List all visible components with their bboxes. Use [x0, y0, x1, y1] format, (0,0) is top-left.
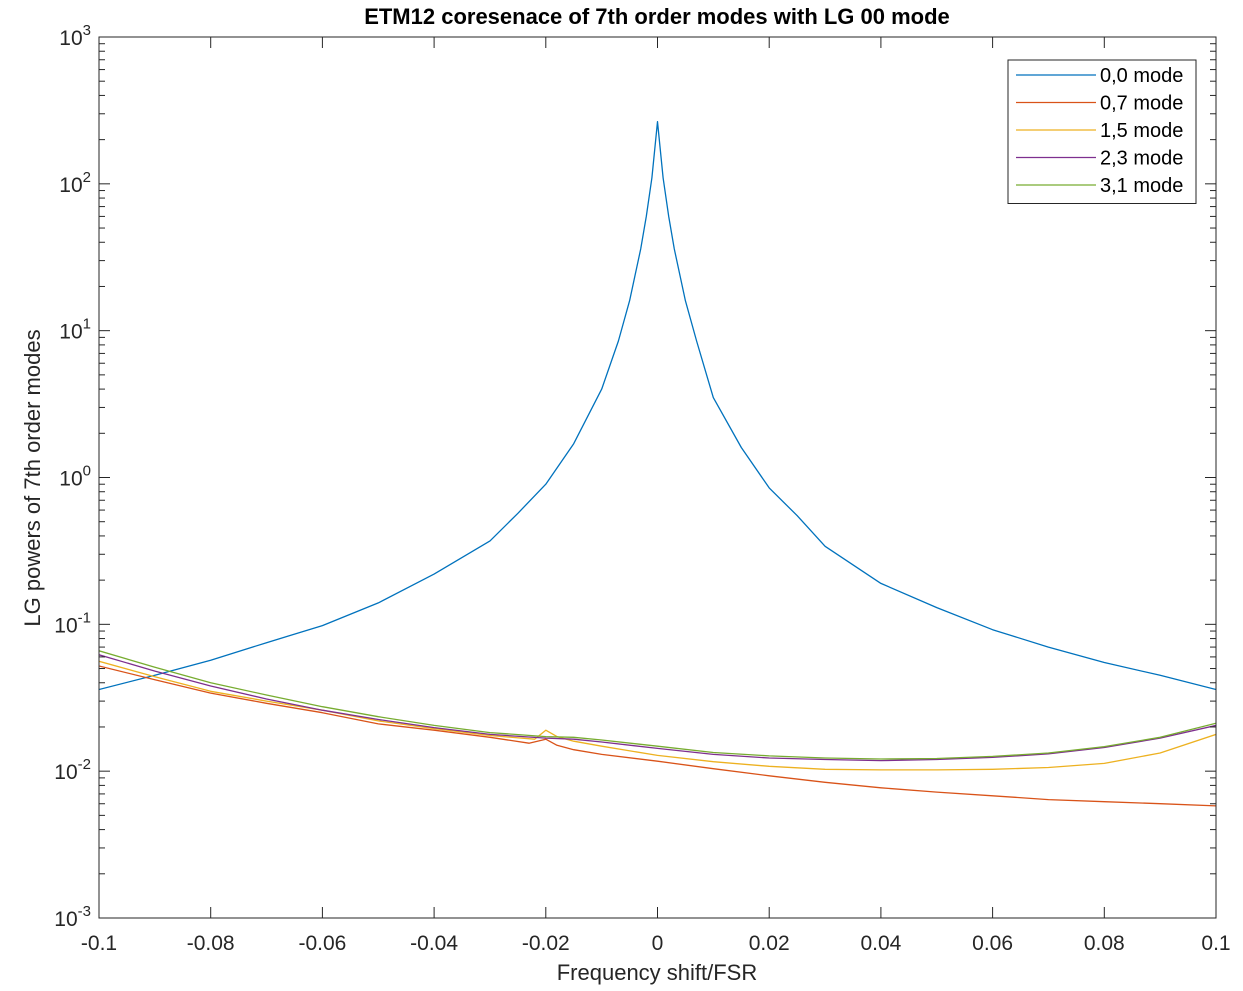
y-tick-label: 103: [59, 22, 91, 50]
x-tick-label: 0.08: [1084, 932, 1125, 955]
y-tick-label: 102: [59, 169, 91, 197]
x-tick-label: 0.1: [1201, 932, 1230, 955]
tick-layer: -0.1 -0.08 -0.06 -0.04 -0.02 0 0.02 0.04 0.06 0.0…: [54, 22, 1230, 955]
x-tick-label: 0.02: [749, 932, 790, 955]
x-tick-label: -0.04: [410, 932, 458, 955]
legend-label: 0,0 mode: [1100, 65, 1183, 87]
y-tick-label: 10-3: [54, 903, 91, 931]
series-line-5: [99, 650, 1216, 760]
legend-label: 3,1 mode: [1100, 175, 1183, 197]
y-tick-label: 10-1: [54, 609, 91, 637]
y-tick-label: 101: [59, 316, 91, 344]
x-tick-label: 0.04: [860, 932, 901, 955]
legend: 0,0 mode 0,7 mode 1,5 mode 2,3 mode 3,1 mode: [1007, 59, 1197, 204]
legend-box: [1007, 59, 1197, 204]
y-tick-label: 100: [59, 463, 91, 491]
x-tick-label: -0.08: [187, 932, 235, 955]
series-line-2: [99, 665, 1216, 807]
chart-title: ETM12 coresenace of 7th order modes with…: [364, 4, 950, 29]
x-tick-label: -0.06: [298, 932, 346, 955]
x-tick-label: -0.1: [81, 932, 117, 955]
y-axis-label: LG powers of 7th order modes: [20, 329, 45, 626]
series-line-4: [99, 654, 1216, 762]
y-tick-label: 10-2: [54, 756, 91, 784]
x-axis-label: Frequency shift/FSR: [557, 960, 758, 985]
x-tick-label: 0: [652, 932, 664, 955]
x-tick-label: -0.02: [522, 932, 570, 955]
x-tick-label: 0.06: [972, 932, 1013, 955]
series-line-1: [99, 121, 1216, 691]
series-layer: [99, 121, 1216, 807]
legend-label: 1,5 mode: [1100, 120, 1183, 142]
legend-label: 2,3 mode: [1100, 148, 1183, 170]
legend-label: 0,7 mode: [1100, 93, 1183, 115]
